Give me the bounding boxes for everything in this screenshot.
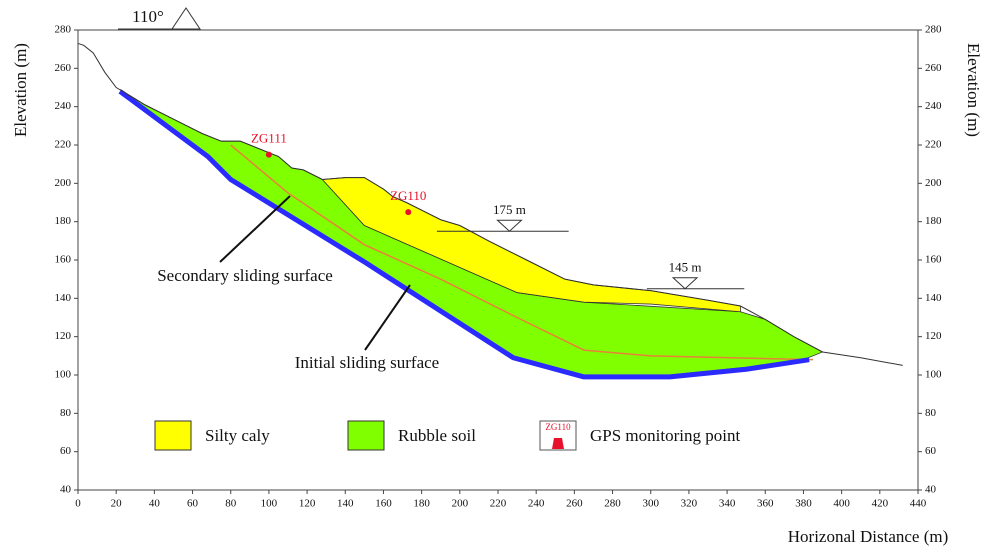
gps-label: ZG111 [251,131,287,146]
x-tick-label: 160 [375,498,392,510]
y2-tick-label: 160 [925,254,942,266]
x-tick-label: 400 [833,498,850,510]
y-tick-label: 260 [55,62,72,74]
x-tick-label: 200 [452,498,469,510]
y-axis-label: Elevation (m) [11,43,30,137]
y2-tick-label: 100 [925,369,942,381]
y-tick-label: 200 [55,177,72,189]
legend-label: Rubble soil [398,426,476,445]
leader-line [219,195,291,263]
leader-line [364,284,411,351]
x-tick-label: 260 [566,498,583,510]
y2-tick-label: 60 [925,445,937,457]
x-tick-label: 40 [149,498,161,510]
y-tick-label: 220 [55,139,72,151]
profile-line [118,89,810,380]
y-tick-label: 240 [55,100,72,112]
dip-symbol [171,7,201,30]
x-tick-label: 120 [299,498,316,510]
legend-gps-icon [552,438,564,449]
x-tick-label: 340 [719,498,736,510]
x-tick-label: 0 [75,498,81,510]
water-label: 145 m [669,260,702,275]
gps-point [405,209,412,216]
y-tick-label: 60 [60,445,72,457]
x-tick-label: 320 [681,498,698,510]
y2-tick-label: 200 [925,177,942,189]
x-tick-label: 20 [111,498,123,510]
x-tick-label: 60 [187,498,199,510]
annotation: Initial sliding surface [295,353,439,372]
y2-tick-label: 120 [925,330,942,342]
y2-tick-label: 280 [925,24,942,36]
y-tick-label: 140 [55,292,72,304]
profile-line [230,144,814,361]
water-marker [496,219,523,232]
x-tick-label: 220 [490,498,507,510]
water-label: 175 m [493,202,526,217]
y-tick-label: 280 [55,24,72,36]
y2-tick-label: 140 [925,292,942,304]
legend-swatch [347,420,385,451]
x-tick-label: 180 [413,498,430,510]
dip-label: 110° [132,7,164,26]
x-tick-label: 380 [795,498,812,510]
x-tick-label: 440 [910,498,927,510]
y-tick-label: 180 [55,215,72,227]
x-tick-label: 280 [604,498,621,510]
y2-tick-label: 220 [925,139,942,151]
y2-tick-label: 260 [925,62,942,74]
water-marker [671,277,699,290]
x-tick-label: 140 [337,498,354,510]
x-tick-label: 100 [261,498,278,510]
annotation: Secondary sliding surface [157,266,333,285]
y2-tick-label: 80 [925,407,937,419]
x-tick-label: 360 [757,498,774,510]
gps-point [265,151,272,158]
y2-tick-label: 240 [925,100,942,112]
profile-line [77,42,903,366]
legend-gps-id: ZG110 [545,422,571,432]
y-tick-label: 100 [55,369,72,381]
x-tick-label: 240 [528,498,545,510]
y2-tick-label: 180 [925,215,942,227]
legend-label: Silty caly [205,426,270,445]
y-tick-label: 40 [60,484,72,496]
x-tick-label: 420 [872,498,889,510]
gps-label: ZG110 [390,188,426,203]
y2-tick-label: 40 [925,484,937,496]
legend-label: GPS monitoring point [590,426,740,445]
y-tick-label: 80 [60,407,72,419]
x-tick-label: 80 [225,498,237,510]
y-tick-label: 160 [55,254,72,266]
x-tick-label: 300 [642,498,659,510]
legend-swatch [154,420,192,451]
y-tick-label: 120 [55,330,72,342]
x-axis-label: Horizonal Distance (m) [788,527,949,546]
y2-axis-label: Elevation (m) [964,43,983,137]
